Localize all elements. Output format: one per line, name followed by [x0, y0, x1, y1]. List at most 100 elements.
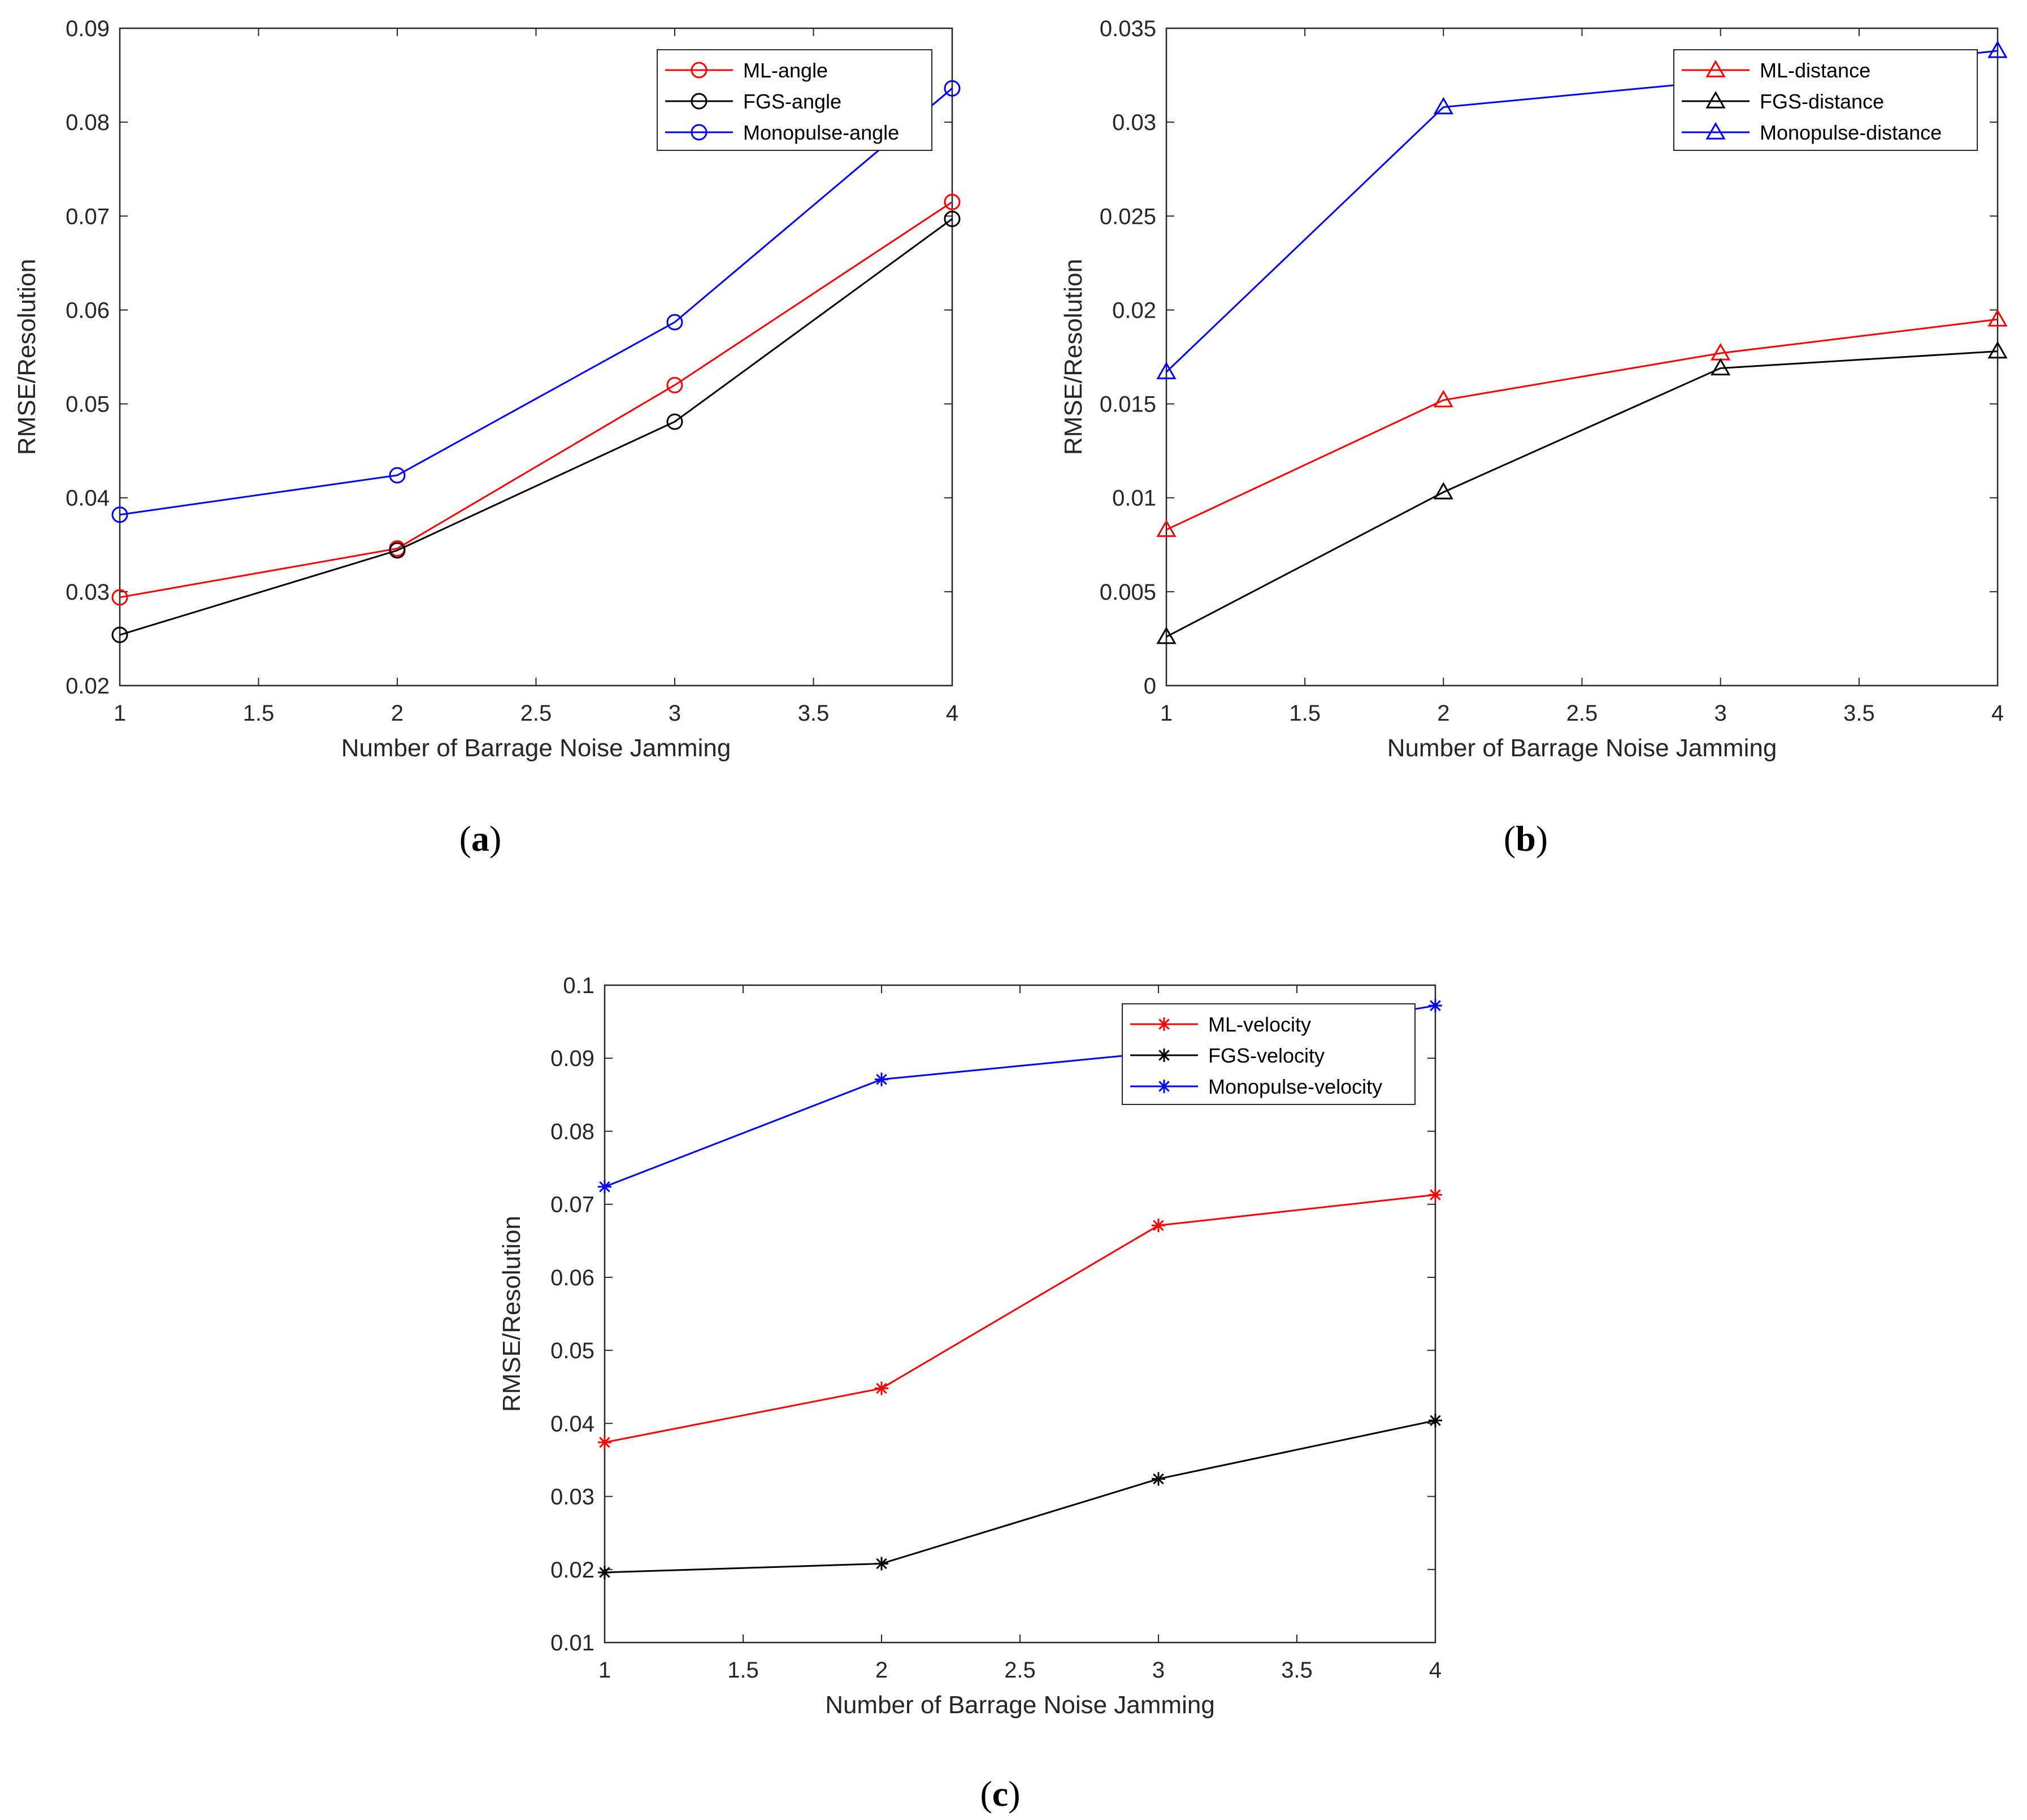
legend-entry: FGS-velocity — [1208, 1044, 1325, 1067]
data-point — [598, 1435, 611, 1449]
data-point — [1429, 1188, 1442, 1202]
y-tick-label: 0.1 — [563, 973, 594, 998]
x-tick-label: 3 — [1152, 1658, 1165, 1683]
y-tick-label: 0.05 — [66, 392, 110, 417]
x-tick-label: 1 — [114, 701, 126, 726]
legend-marker — [1157, 1048, 1171, 1062]
x-tick-label: 1.5 — [243, 701, 275, 726]
data-point — [1156, 362, 1177, 379]
data-point — [1429, 1414, 1442, 1428]
y-tick-label: 0.09 — [66, 16, 110, 41]
data-point — [598, 1180, 611, 1194]
y-tick-label: 0.005 — [1100, 580, 1156, 605]
legend-marker — [1705, 90, 1726, 109]
y-tick-label: 0.03 — [1112, 110, 1156, 135]
series-line — [119, 201, 953, 599]
data-point — [389, 467, 406, 484]
data-point — [944, 80, 961, 97]
x-axis-label: Number of Barrage Noise Jamming — [341, 734, 731, 762]
legend: ML-velocity FGS-velocity Monopulse-velocit… — [1122, 1003, 1416, 1105]
x-tick-label: 2.5 — [1566, 701, 1598, 726]
series-FGS-velocity — [598, 1414, 1442, 1579]
legend-marker — [1705, 59, 1726, 77]
y-tick-label: 0.07 — [66, 204, 110, 229]
y-tick-label: 0.08 — [66, 110, 110, 135]
x-tick-label: 2 — [391, 701, 403, 726]
legend-entry: FGS-angle — [743, 90, 841, 113]
x-axis-label: Number of Barrage Noise Jamming — [825, 1691, 1215, 1719]
y-tick-label: 0.08 — [550, 1119, 594, 1144]
panel-label: (b) — [1504, 818, 1548, 859]
data-point — [111, 506, 128, 523]
data-point — [944, 210, 961, 227]
data-point — [1987, 40, 2008, 58]
series-Monopulse-angle — [111, 80, 961, 523]
legend: ML-distance FGS-distance Monopulse-distanc… — [1673, 49, 1978, 151]
chart-a: 1 1.5 2 2.5 3 3.5 4 0.02 0.03 0.04 0.05 0.06 0.07 0.0… — [13, 16, 961, 859]
data-point — [666, 413, 683, 430]
x-tick-label: 3 — [1715, 701, 1727, 726]
legend-marker — [1157, 1080, 1171, 1093]
data-point — [1152, 1219, 1165, 1233]
data-point — [1433, 482, 1453, 500]
series-line — [604, 1194, 1436, 1444]
y-tick-label: 0.02 — [1112, 298, 1156, 323]
data-point — [111, 626, 128, 643]
legend-entry: Monopulse-distance — [1760, 121, 1942, 144]
y-tick-label: 0.025 — [1100, 204, 1156, 229]
data-point — [1987, 341, 2008, 359]
x-tick-label: 4 — [946, 701, 958, 726]
x-tick-label: 1 — [598, 1658, 611, 1683]
x-tick-label: 2.5 — [1004, 1658, 1036, 1683]
axes-box — [119, 27, 953, 687]
legend-box — [1673, 49, 1978, 151]
data-point — [875, 1072, 888, 1086]
series-FGS-distance — [1156, 341, 2008, 644]
y-tick-label: 0 — [1144, 674, 1156, 699]
x-axis-label: Number of Barrage Noise Jamming — [1387, 734, 1777, 762]
x-tick-label: 1.5 — [1289, 701, 1321, 726]
series-line — [119, 88, 953, 516]
legend-entry: FGS-distance — [1760, 90, 1884, 113]
legend-marker — [691, 62, 708, 79]
data-point — [1152, 1472, 1165, 1486]
x-tick-label: 2.5 — [520, 701, 552, 726]
y-tick-label: 0.02 — [66, 674, 110, 699]
y-axis-label: RMSE/Resolution — [498, 1216, 526, 1412]
legend-marker — [1157, 1017, 1171, 1031]
y-tick-label: 0.09 — [550, 1046, 594, 1071]
data-point — [875, 1557, 888, 1571]
data-point — [389, 542, 406, 559]
y-axis-label: RMSE/Resolution — [1060, 259, 1087, 455]
x-tick-label: 1.5 — [727, 1658, 759, 1683]
chart-b: 1 1.5 2 2.5 3 3.5 4 0 0.005 0.01 0.015 0.02 0.025 0.0… — [1060, 16, 2008, 859]
data-point — [944, 193, 961, 210]
legend-box — [1122, 1003, 1416, 1105]
y-tick-label: 0.06 — [66, 298, 110, 323]
legend-entry: ML-velocity — [1208, 1013, 1311, 1036]
y-tick-label: 0.015 — [1100, 392, 1156, 417]
data-point — [1156, 519, 1177, 537]
data-point — [598, 1565, 611, 1579]
x-tick-label: 3 — [669, 701, 681, 726]
series-line — [604, 1419, 1436, 1574]
series-line — [1166, 350, 1998, 638]
y-tick-label: 0.06 — [550, 1266, 594, 1290]
legend-marker — [691, 124, 708, 141]
panel-label: (a) — [459, 818, 502, 859]
data-point — [1156, 626, 1177, 644]
legend-marker — [1705, 122, 1726, 140]
y-tick-label: 0.07 — [550, 1193, 594, 1217]
series-line — [1166, 318, 1998, 531]
x-tick-label: 4 — [1429, 1658, 1442, 1683]
x-tick-label: 3.5 — [1843, 701, 1875, 726]
y-axis-label: RMSE/Resolution — [13, 259, 41, 455]
y-tick-label: 0.02 — [550, 1558, 594, 1583]
data-point — [1433, 389, 1453, 408]
data-point — [1987, 309, 2008, 327]
data-point — [111, 589, 128, 606]
x-tick-label: 3.5 — [1281, 1658, 1313, 1683]
x-tick-label: 3.5 — [798, 701, 830, 726]
data-point — [666, 376, 683, 393]
